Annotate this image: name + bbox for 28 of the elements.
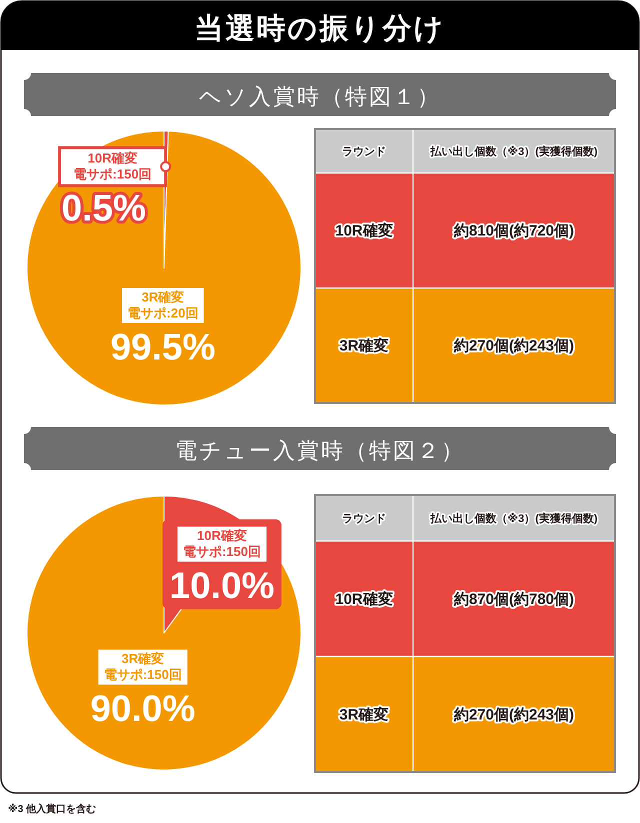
category-label: 10R確変 — [335, 590, 393, 608]
slice-label: 10R確変 — [197, 528, 247, 544]
data-label: 99.5% — [110, 326, 216, 368]
text: 電サポ:150回 — [182, 544, 261, 560]
text: 電サポ:150回 — [74, 166, 152, 182]
chart-title: 当選時の振り分け — [194, 13, 446, 45]
data-label: 10.0% — [170, 565, 274, 606]
text: ※3 他入賞口を含む — [8, 803, 96, 815]
category-label: 3R確変 — [339, 336, 389, 354]
text: 払い出し個数（※3）(実獲得個数) — [429, 145, 598, 158]
category-label: 10R確変 — [335, 222, 393, 240]
data-label: 0.5% — [62, 188, 146, 229]
text: 約270個(約243個) — [454, 706, 574, 724]
text: ラウンド — [342, 513, 386, 525]
data-label: 90.0% — [90, 688, 196, 730]
text: 約870個(約780個) — [454, 590, 574, 608]
chart-subtitle: 電チュー入賞時（特図２） — [175, 438, 465, 463]
slice-label: 3R確変 — [122, 651, 164, 666]
text: ラウンド — [342, 146, 386, 158]
text: 約810個(約720個) — [454, 222, 574, 240]
text: 約270個(約243個) — [454, 338, 574, 354]
text: 電サポ:20回 — [128, 305, 198, 320]
text: 払い出し個数（※3）(実獲得個数) — [429, 512, 598, 525]
category-label: 3R確変 — [339, 705, 389, 724]
slice-label: 3R確変 — [142, 289, 184, 304]
chart-subtitle: ヘソ入賞時（特図１） — [199, 84, 441, 109]
legend-label: 10R確変 — [88, 150, 138, 166]
text: 電サポ:150回 — [104, 667, 182, 682]
